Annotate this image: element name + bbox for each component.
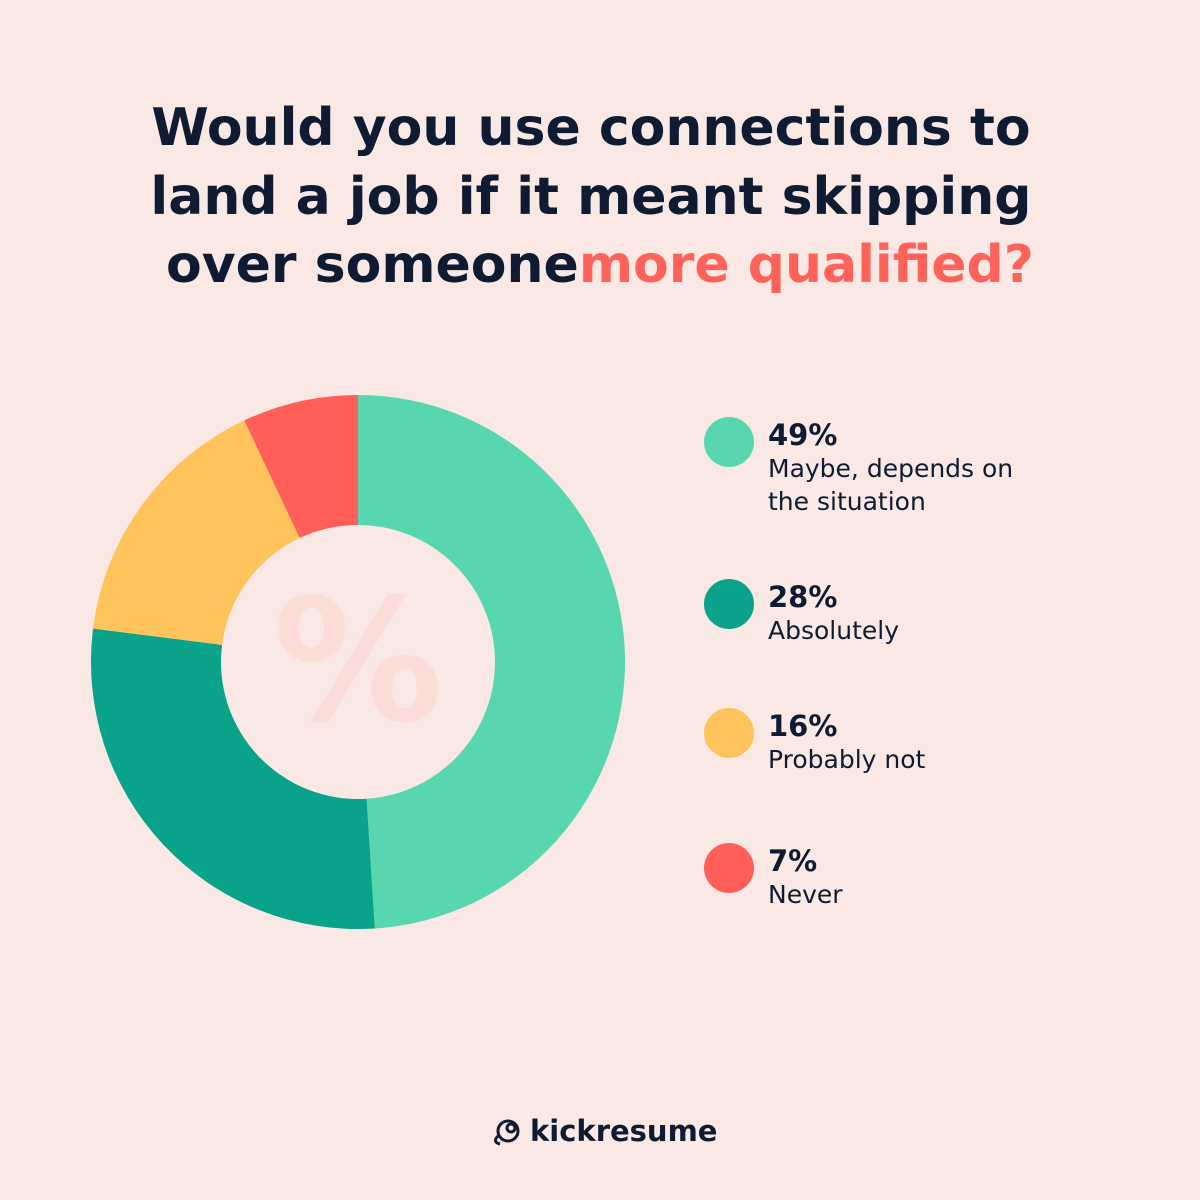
legend-swatch — [704, 843, 754, 893]
legend-swatch — [704, 417, 754, 467]
brand: kickresume — [530, 1114, 717, 1148]
value-label: 7% — [768, 844, 818, 878]
title-highlight: more qualified? — [579, 235, 1034, 295]
center-label: % — [273, 563, 443, 761]
value-label: 16% — [768, 709, 838, 743]
legend-label: Maybe, depends on the situation — [768, 454, 1014, 516]
title: Would you use connections to land a job … — [150, 98, 1049, 295]
legend-label: Probably not — [768, 745, 926, 774]
title-line: land a job if it meant skipping — [150, 167, 1031, 227]
legend-swatch — [704, 579, 754, 629]
title-line: Would you use connections to — [151, 98, 1030, 158]
title-line: over someone — [166, 235, 579, 295]
legend-swatch — [704, 708, 754, 758]
donut-slice — [93, 420, 300, 645]
value-label: 28% — [768, 580, 838, 614]
legend-label: Never — [768, 880, 843, 909]
donut-slice — [358, 395, 625, 929]
legend-item: 16% Probably not — [768, 709, 1028, 776]
legend-item: 7% Never — [768, 844, 1028, 911]
logo-icon — [493, 1119, 520, 1146]
legend-item: 28% Absolutely — [768, 580, 1028, 647]
donut — [90, 395, 625, 929]
legend-label: Absolutely — [768, 616, 900, 645]
donut-slice — [244, 395, 358, 539]
legend-item: 49% Maybe, depends on the situation — [768, 418, 1028, 518]
value-label: 49% — [768, 418, 838, 452]
donut-slice — [90, 628, 375, 929]
